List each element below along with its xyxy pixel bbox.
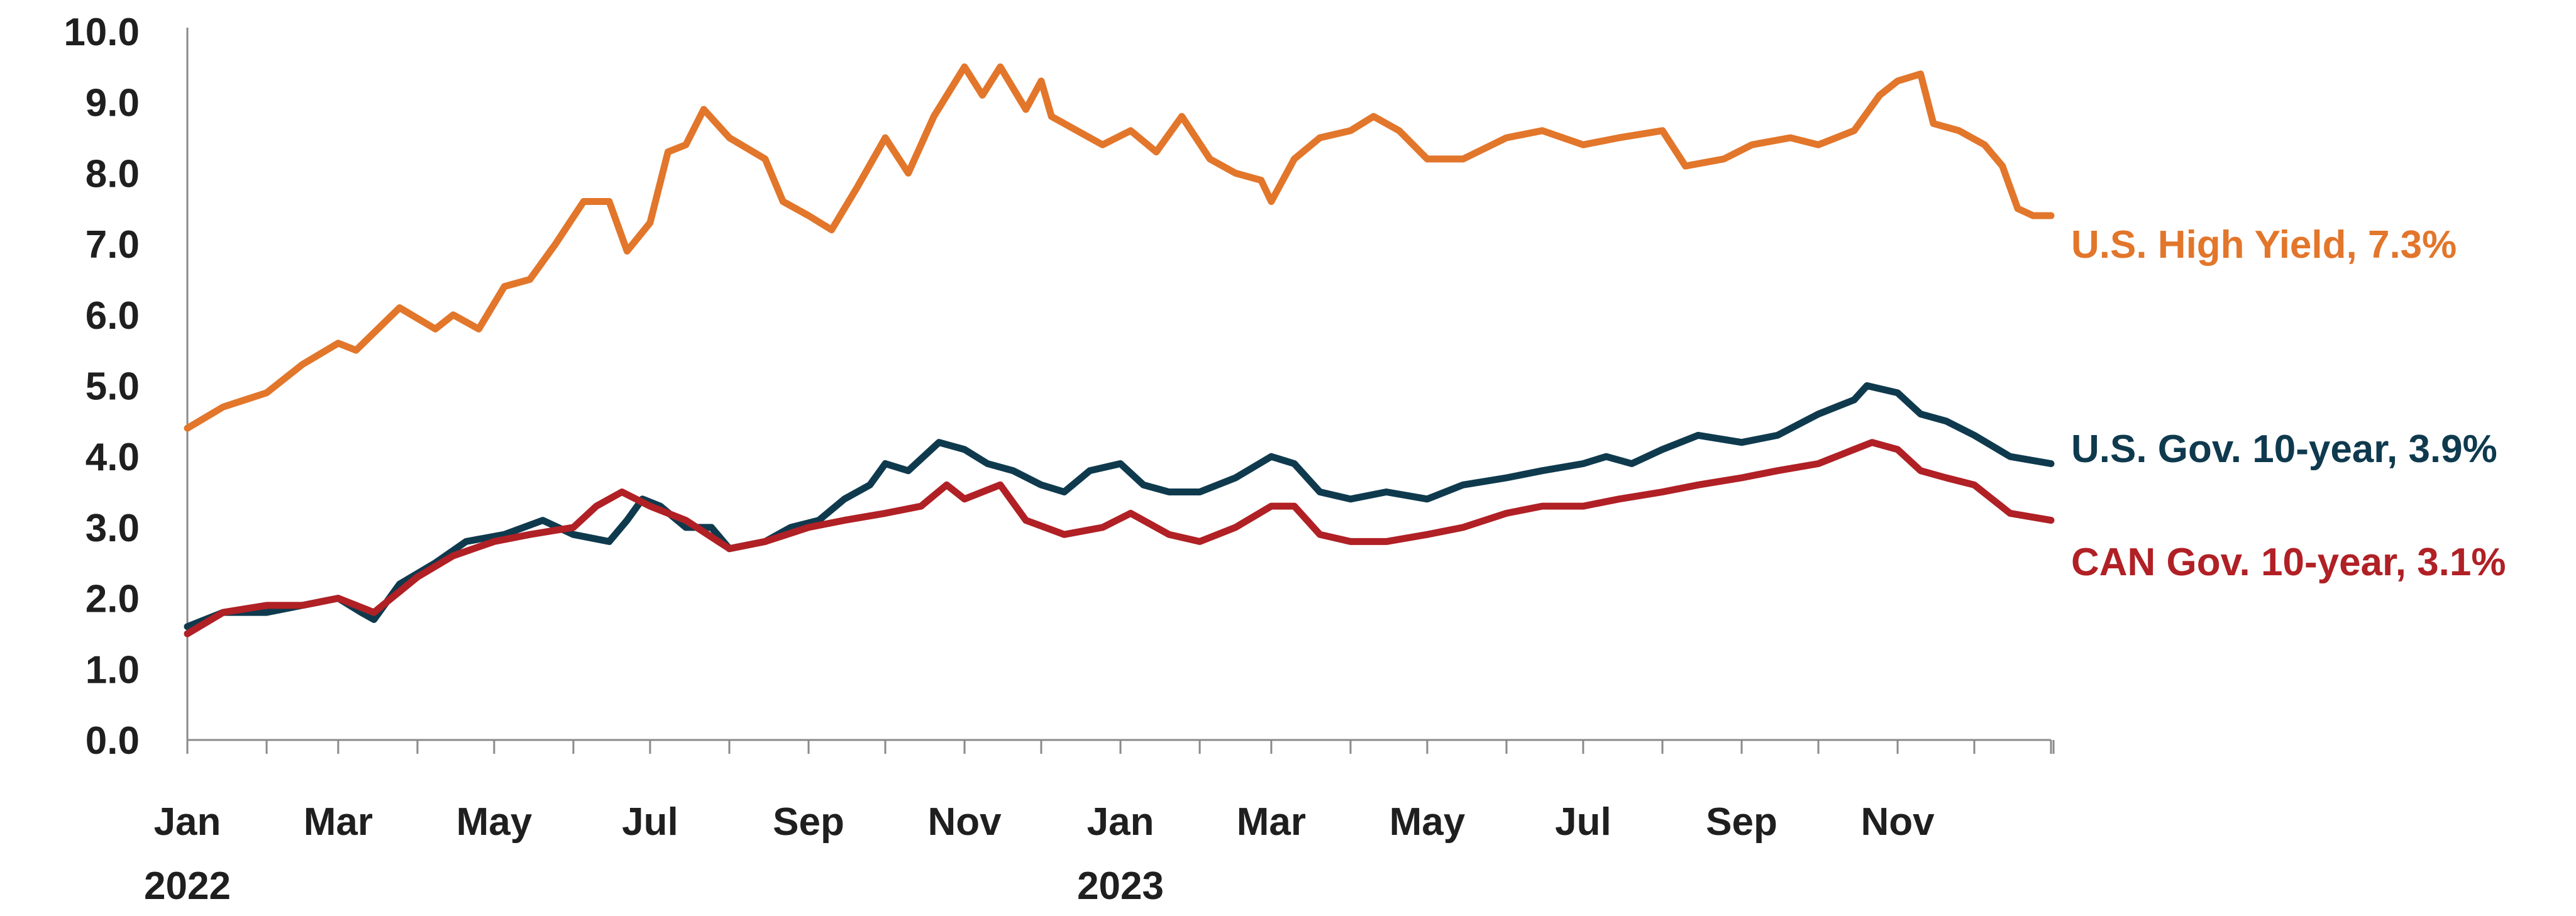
x-tick-label: Sep — [1706, 800, 1777, 844]
x-tick-label: Nov — [1860, 800, 1935, 844]
y-tick-label: 1.0 — [86, 648, 140, 692]
series-end-labels: U.S. High Yield, 7.3% U.S. Gov. 10-year, … — [2071, 223, 2506, 584]
x-tick-label: May — [456, 800, 533, 844]
y-tick-label: 9.0 — [86, 82, 140, 125]
x-tick-label: Sep — [773, 800, 844, 844]
series-lines — [184, 63, 2055, 637]
series-line — [184, 382, 2055, 631]
y-tick-label: 3.0 — [86, 507, 140, 550]
x-tick-label: Jan — [154, 800, 221, 844]
x-tick-label: Jul — [1555, 800, 1611, 844]
x-tick-year-label: 2022 — [144, 864, 231, 908]
x-tick-label: Jul — [622, 800, 678, 844]
y-tick-label: 8.0 — [86, 152, 140, 196]
y-tick-label: 5.0 — [86, 365, 140, 409]
y-tick-label: 7.0 — [86, 223, 140, 267]
x-tick-year-label: 2023 — [1077, 864, 1164, 908]
series-end-label: U.S. High Yield, 7.3% — [2071, 223, 2457, 267]
series-end-label: U.S. Gov. 10-year, 3.9% — [2071, 428, 2497, 471]
x-tick-label: Nov — [927, 800, 1002, 844]
x-tick-label: Jan — [1087, 800, 1154, 844]
x-axis: Jan 2022 Mar May Jul Sep Nov Jan 2023 Mar May Jul Se… — [144, 739, 2055, 908]
y-axis: 0.0 1.0 2.0 3.0 4.0 5.0 6.0 7.0 8.0 9.0 10.0 — [64, 11, 189, 763]
series-end-label: CAN Gov. 10-year, 3.1% — [2071, 541, 2506, 584]
y-tick-label: 0.0 — [86, 719, 140, 763]
series-line — [184, 439, 2055, 637]
y-tick-label: 2.0 — [86, 578, 140, 621]
y-tick-label: 6.0 — [86, 294, 140, 338]
x-tick-label: Mar — [1237, 800, 1306, 844]
x-tick-label: Mar — [304, 800, 373, 844]
series-line — [184, 63, 2055, 432]
y-tick-label: 10.0 — [64, 11, 140, 54]
y-tick-label: 4.0 — [86, 436, 140, 479]
x-tick-label: May — [1390, 800, 1466, 844]
